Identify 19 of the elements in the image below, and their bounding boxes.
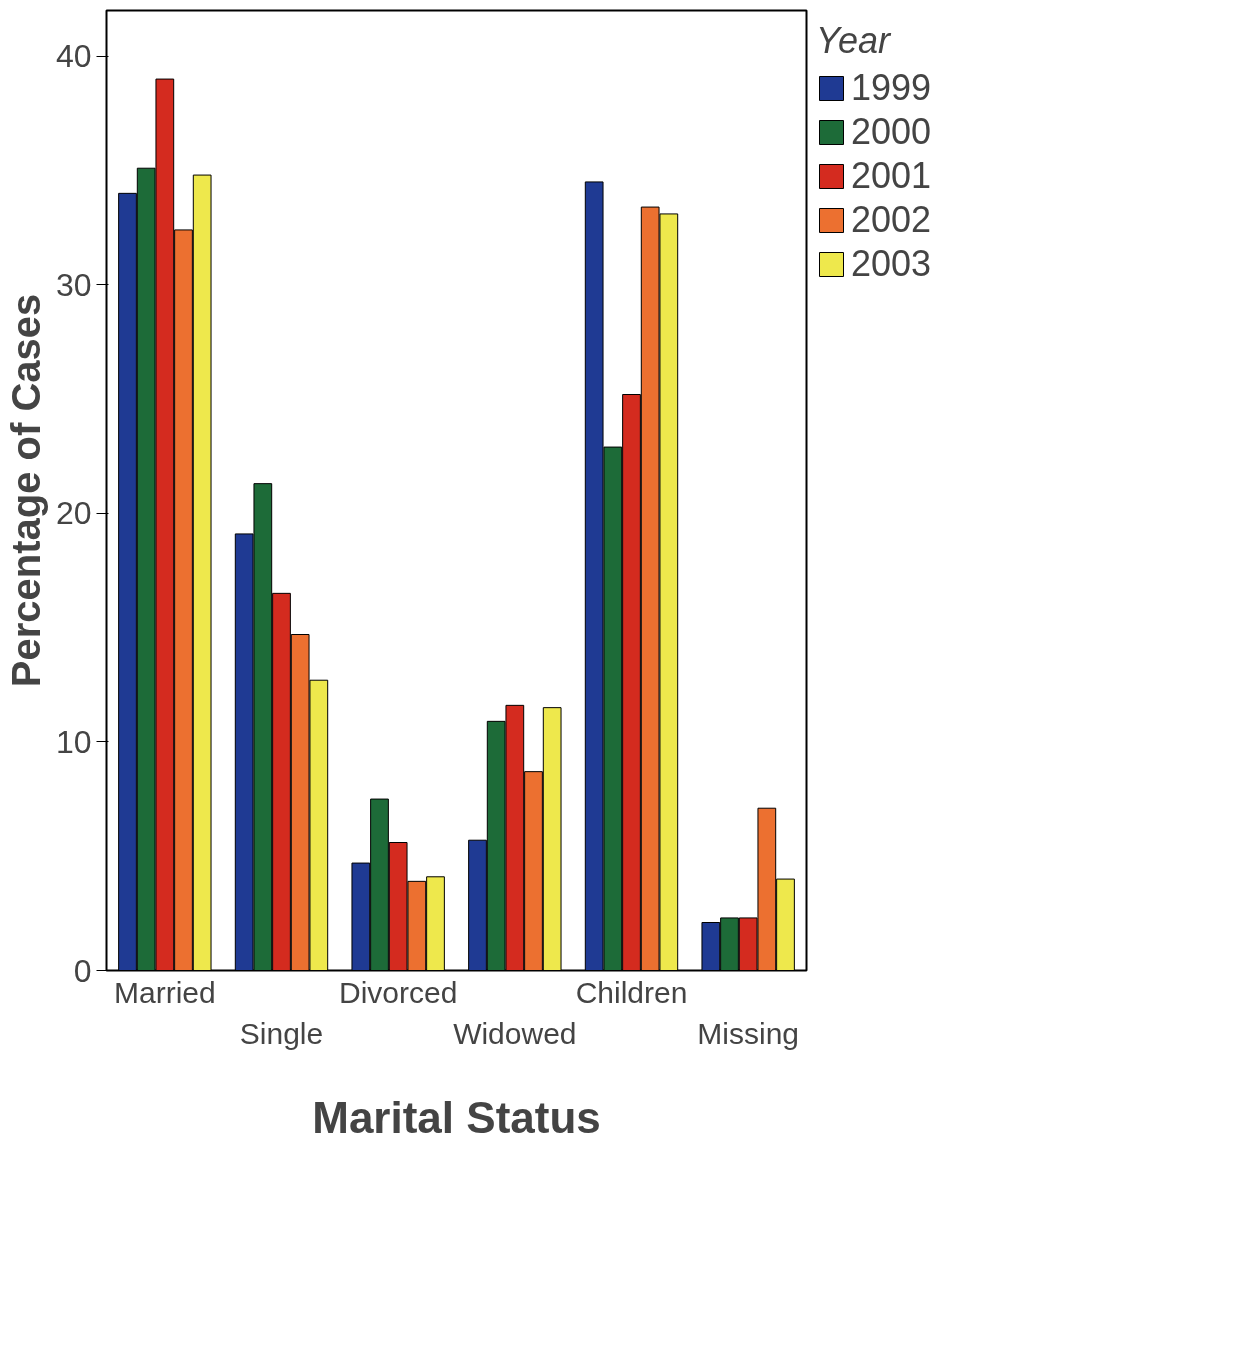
- x-tick-label: Divorced: [338, 975, 458, 1009]
- x-tick-label: Children: [575, 975, 688, 1009]
- x-tick-label: Widowed: [453, 1016, 577, 1050]
- legend-label: 2003: [851, 243, 932, 285]
- legend-label: 1999: [851, 67, 932, 109]
- legend-label: 2000: [851, 111, 932, 153]
- legend-label: 2001: [851, 155, 932, 197]
- y-tick-label: 40: [55, 38, 92, 75]
- x-axis-title: Marital Status: [312, 1092, 601, 1142]
- y-tick-label: 20: [55, 495, 92, 532]
- legend-title: Year: [816, 20, 892, 62]
- y-tick-label: 0: [73, 952, 92, 989]
- x-tick-label: Missing: [697, 1016, 800, 1050]
- y-tick-label: 30: [55, 266, 92, 303]
- legend-label: 2002: [851, 199, 932, 241]
- x-tick-label: Married: [113, 975, 216, 1009]
- y-axis-title: Percentage of Cases: [3, 293, 48, 688]
- y-tick-label: 10: [55, 723, 92, 760]
- x-tick-label: Single: [239, 1016, 324, 1050]
